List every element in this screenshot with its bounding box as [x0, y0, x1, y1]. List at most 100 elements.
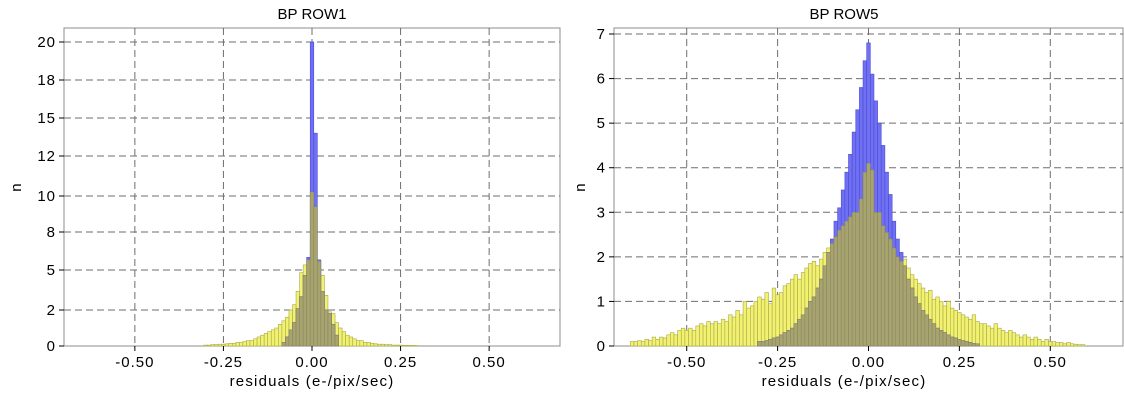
yellow-bar [968, 318, 973, 347]
x-tick-label: 0.00 [852, 354, 885, 371]
yellow-bar [363, 342, 368, 347]
yellow-bar [214, 344, 219, 347]
yellow-bar [402, 344, 407, 347]
yellow-bar [731, 316, 737, 347]
overlap-bar [859, 198, 864, 347]
overlap-bar [837, 229, 842, 347]
yellow-bar [231, 342, 237, 347]
yellow-bar [993, 323, 998, 347]
overlap-bar [971, 343, 977, 347]
y-tick-label: 4 [597, 160, 606, 177]
yellow-bar [1069, 343, 1075, 347]
yellow-bar [412, 345, 417, 347]
y-tick-label: 8 [47, 224, 56, 241]
yellow-bar [706, 321, 711, 347]
y-tick-label: 5 [597, 115, 606, 132]
yellow-bar [1019, 336, 1024, 347]
yellow-bar [1055, 342, 1060, 347]
overlap-bar [822, 265, 827, 347]
yellow-bar [391, 344, 396, 347]
yellow-bar [409, 345, 414, 347]
overlap-bar [870, 169, 875, 347]
y-tick-label: 12 [37, 148, 56, 165]
yellow-bar [728, 314, 733, 347]
overlap-bar [920, 310, 926, 347]
overlap-bar [775, 336, 780, 347]
yellow-bar [651, 336, 657, 347]
yellow-bar [666, 334, 671, 347]
overlap-bar [855, 211, 860, 347]
overlap-bar [953, 337, 958, 347]
overlap-bar [899, 261, 904, 347]
yellow-bar [1022, 334, 1027, 347]
x-tick-label: -0.25 [204, 354, 243, 371]
x-tick-label: 0.25 [943, 354, 976, 371]
series-overlap [281, 191, 339, 347]
overlap-bar [324, 309, 329, 347]
overlap-bar [302, 275, 307, 347]
yellow-bar [735, 310, 740, 347]
yellow-bar [1008, 330, 1013, 347]
yellow-bar [760, 298, 766, 347]
yellow-bar [739, 314, 744, 347]
yellow-bar [1029, 339, 1035, 347]
yellow-bar [648, 340, 653, 347]
overlap-bar [793, 323, 798, 347]
yellow-bar [677, 330, 682, 347]
yellow-bar [1048, 341, 1053, 347]
overlap-bar [779, 334, 784, 347]
y-tick-label: 1 [597, 293, 606, 310]
overlap-bar [830, 243, 835, 347]
overlap-bar [910, 287, 915, 347]
yellow-bar [673, 334, 678, 347]
yellow-bar [267, 331, 272, 347]
overlap-bar [873, 211, 878, 347]
yellow-bar [662, 337, 668, 347]
panel-bp-row1: BP ROW1 -0.50 -0.25 0.00 0.25 0.50 0 2 5 8 10 12 1… [8, 6, 561, 390]
overlap-bar [804, 307, 809, 347]
overlap-bar [320, 291, 325, 347]
y-tick-label: 10 [37, 188, 56, 205]
yellow-bar [771, 287, 777, 347]
yellow-bar [637, 340, 642, 347]
overlap-bar [968, 342, 973, 347]
yellow-bar [997, 327, 1002, 347]
panel-bp-row5: BP ROW5 -0.50 -0.25 0.00 0.25 0.50 01234567 … [572, 6, 1124, 390]
overlap-bar [877, 211, 882, 347]
x-tick-label: 0.50 [473, 354, 506, 371]
overlap-bar [848, 216, 853, 347]
x-tick-label: 0.25 [384, 354, 417, 371]
overlap-bar [975, 343, 980, 347]
overlap-bar [939, 330, 944, 347]
yellow-bar [982, 323, 987, 347]
yellow-bar [355, 340, 361, 347]
yellow-bar [235, 342, 240, 347]
overlap-bar [808, 301, 813, 347]
yellow-bar [221, 343, 226, 347]
overlap-bar [771, 337, 777, 347]
yellow-bar [633, 341, 638, 347]
overlap-bar [931, 323, 937, 347]
yellow-bar [246, 340, 251, 347]
overlap-bar [295, 308, 300, 347]
yellow-bar [1044, 339, 1049, 347]
overlap-bar [815, 287, 820, 347]
yellow-bar [670, 332, 675, 347]
yellow-bar [717, 323, 722, 347]
yellow-bar [1059, 342, 1064, 347]
overlap-bar [917, 303, 922, 347]
overlap-bar [281, 342, 286, 347]
overlap-bar [826, 252, 831, 347]
x-axis: -0.50 -0.25 0.00 0.25 0.50 [667, 346, 1067, 371]
yellow-bar [1077, 344, 1082, 347]
yellow-bar [724, 321, 729, 347]
y-axis: 0 2 5 8 10 12 15 18 20 [37, 34, 64, 355]
overlap-bar [895, 256, 900, 347]
yellow-bar [224, 343, 230, 347]
x-tick-label: 0.50 [1034, 354, 1067, 371]
y-tick-label: 7 [597, 26, 606, 43]
yellow-bar [348, 336, 354, 347]
overlap-bar [946, 334, 951, 347]
overlap-bar [331, 324, 336, 347]
overlap-bar [913, 296, 918, 347]
